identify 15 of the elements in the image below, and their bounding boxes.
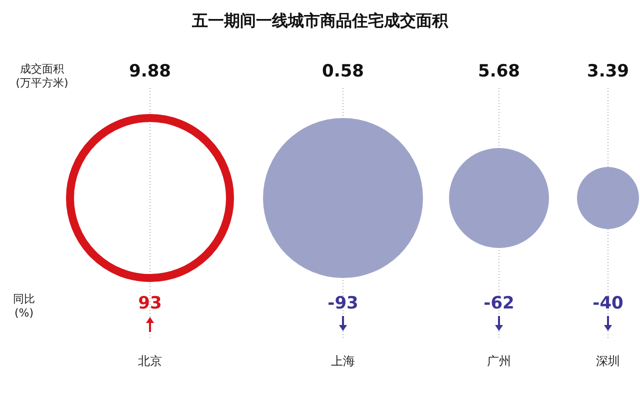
data-label: -93	[328, 293, 358, 314]
category-label: 上海	[331, 354, 355, 368]
data-label: 0.58	[322, 61, 364, 82]
category-label: 北京	[138, 354, 162, 368]
text: 同比(%)	[13, 292, 35, 320]
data-label: 93	[138, 293, 162, 314]
data-label: 3.39	[587, 61, 629, 82]
text: 成交面积(万平方米)	[16, 62, 68, 90]
data-label: 5.68	[478, 61, 520, 82]
data-label: 9.88	[129, 61, 171, 82]
text: 五一期间一线城市商品住宅成交面积	[191, 10, 449, 30]
data-label: -40	[592, 293, 624, 314]
category-label: 广州	[487, 354, 511, 368]
category-label: 深圳	[596, 354, 620, 368]
data-label: -62	[484, 293, 514, 314]
